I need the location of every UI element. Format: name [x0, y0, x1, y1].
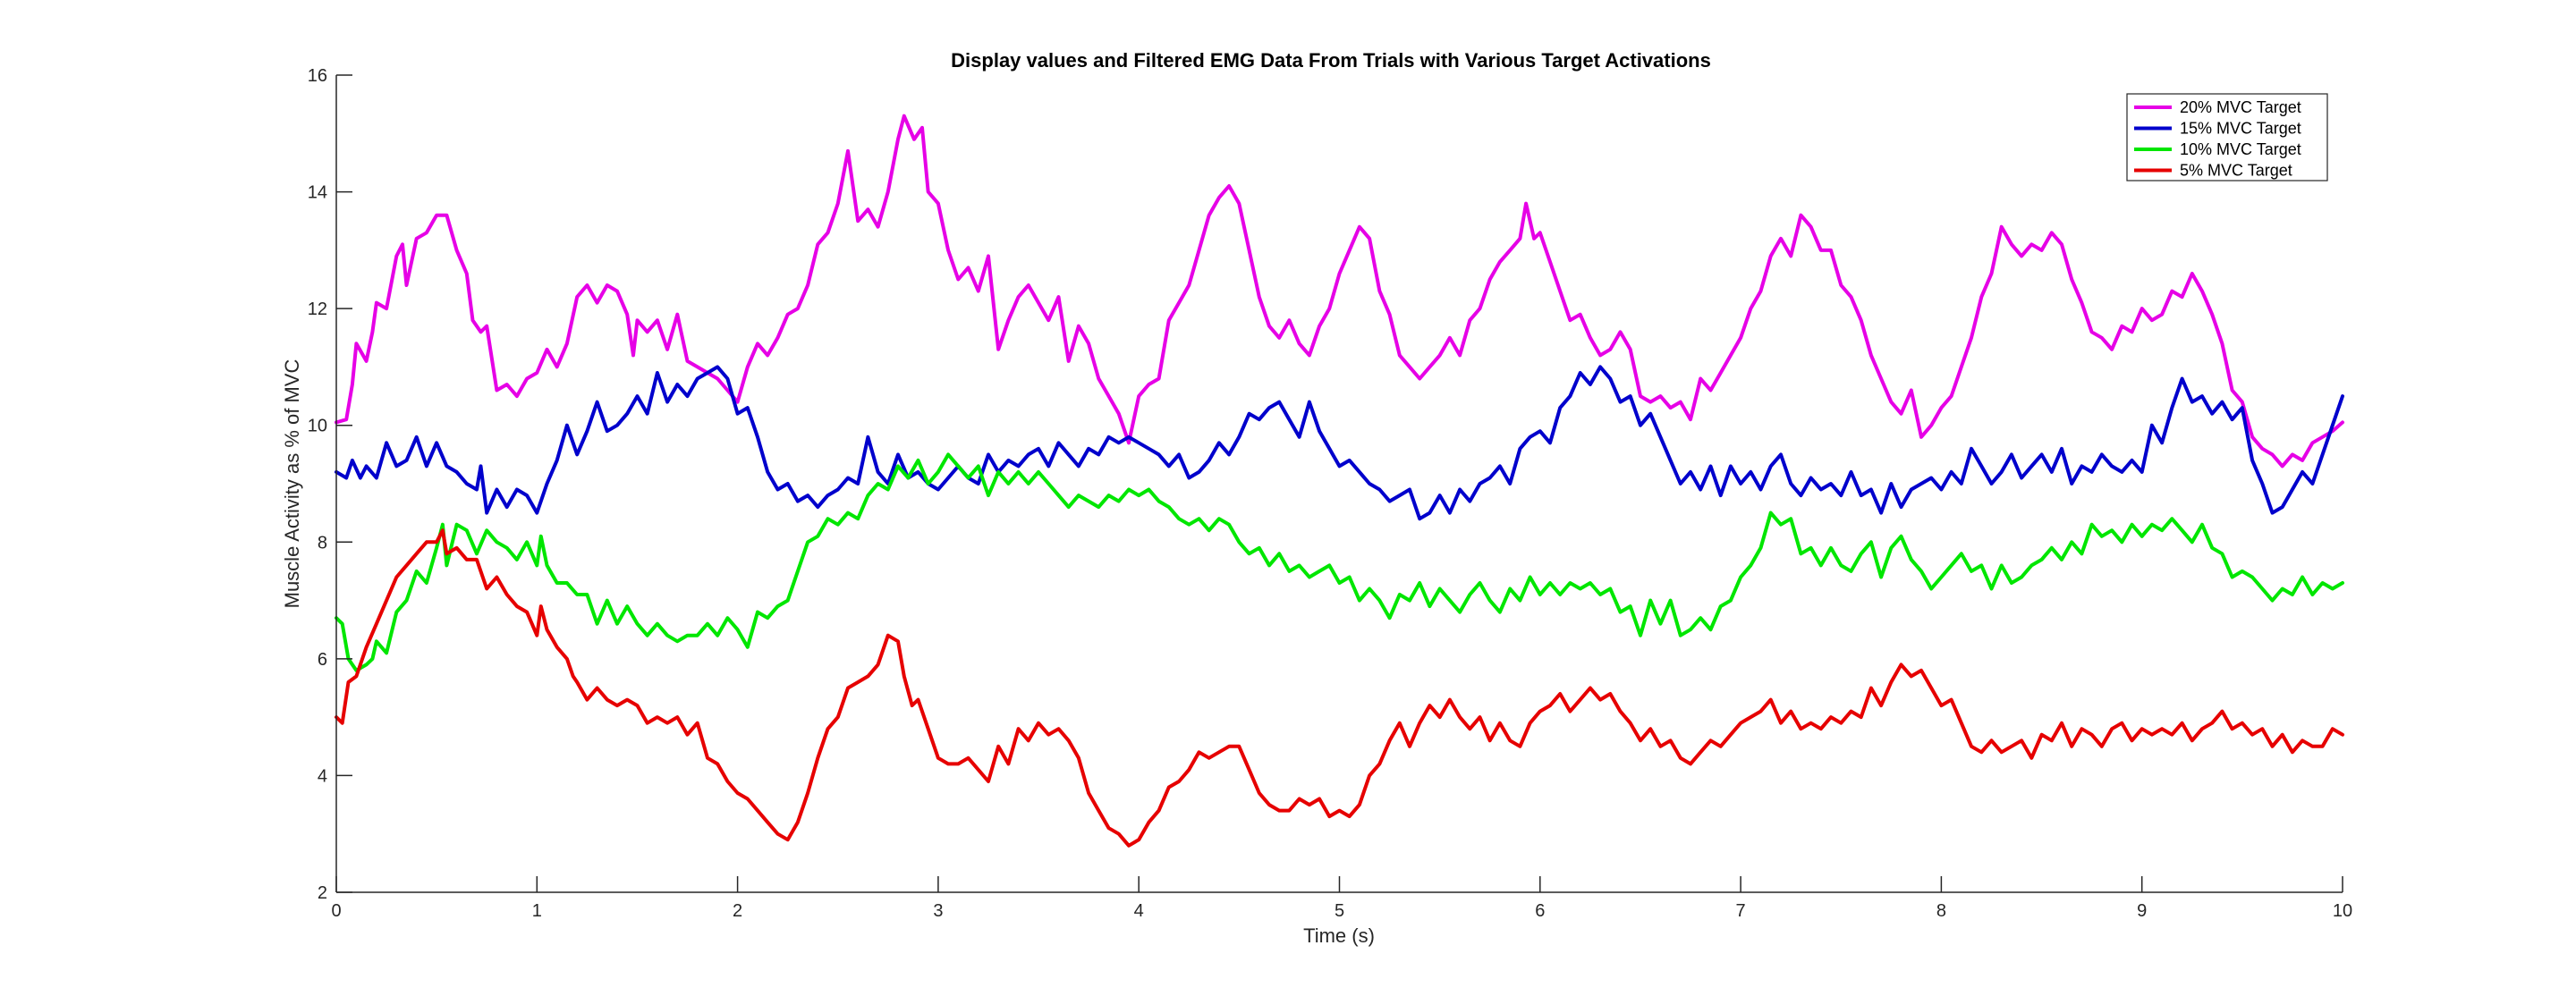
y-axis-label: Muscle Activity as % of MVC: [281, 359, 303, 609]
y-tick-label: 14: [308, 183, 327, 203]
y-tick-label: 16: [308, 66, 327, 86]
y-tick-label: 6: [318, 650, 327, 670]
series-line-15-mvc-target: [335, 365, 2344, 521]
series-line-20-mvc-target: [335, 114, 2344, 468]
chart-title: Display values and Filtered EMG Data Fro…: [951, 49, 1711, 72]
x-tick-label: 4: [1134, 901, 1144, 921]
legend-entry-label: 20% MVC Target: [2180, 98, 2301, 116]
series-line-5-mvc-target: [335, 528, 2344, 848]
series-lines: [335, 114, 2344, 848]
x-axis-label: Time (s): [1303, 924, 1375, 947]
y-tick-label: 12: [308, 300, 327, 319]
x-tick-label: 1: [532, 901, 542, 921]
y-tick-label: 4: [318, 766, 327, 786]
y-axis-ticks: 2 4 6 8 10 12 14 16: [308, 66, 352, 903]
x-tick-label: 3: [933, 901, 943, 921]
x-tick-label: 10: [2333, 901, 2352, 921]
legend: 20% MVC Target 15% MVC Target 10% MVC Targ…: [2126, 93, 2328, 181]
legend-entry-label: 15% MVC Target: [2180, 120, 2301, 138]
legend-entry-label: 5% MVC Target: [2180, 162, 2292, 180]
y-tick-label: 2: [318, 883, 327, 903]
x-tick-label: 5: [1335, 901, 1344, 921]
x-tick-label: 6: [1535, 901, 1545, 921]
x-tick-label: 8: [1936, 901, 1946, 921]
legend-entry-label: 10% MVC Target: [2180, 140, 2301, 158]
x-tick-label: 2: [733, 901, 742, 921]
y-tick-label: 8: [318, 533, 327, 553]
x-tick-label: 0: [331, 901, 341, 921]
x-tick-label: 7: [1736, 901, 1746, 921]
x-tick-label: 9: [2137, 901, 2147, 921]
x-axis-ticks: 0 1 2 3 4 5 6 7 8 9 10: [331, 876, 2352, 921]
axes-box: [336, 75, 2343, 892]
y-tick-label: 10: [308, 417, 327, 436]
series-line-10-mvc-target: [335, 452, 2344, 672]
